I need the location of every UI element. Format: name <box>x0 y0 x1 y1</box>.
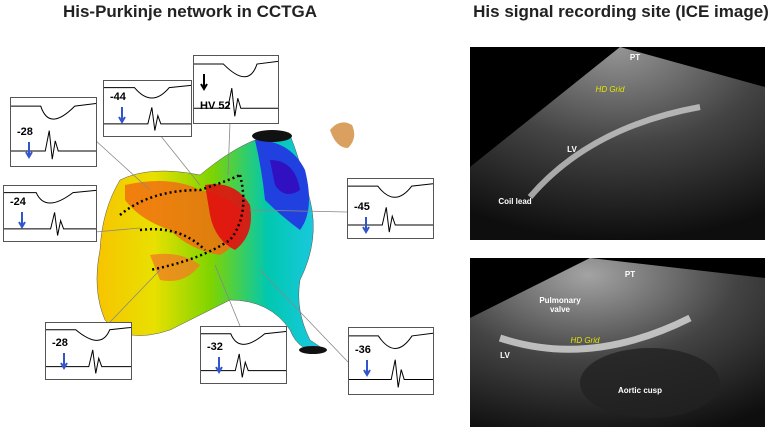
ice-label: Aortic cusp <box>617 386 662 395</box>
intracardiac-egm <box>194 88 278 117</box>
ice-label: Coil lead <box>498 197 532 206</box>
egm-trace <box>4 189 96 236</box>
left-title: His-Purkinje network in CCTGA <box>62 2 318 21</box>
egm-label: -24 <box>10 196 26 208</box>
ice-label: PT <box>629 53 641 62</box>
ice-label: LV <box>500 351 510 360</box>
intracardiac-egm <box>46 349 131 374</box>
arrow <box>60 353 68 370</box>
intracardiac-egm <box>201 353 286 378</box>
surface-ecg <box>194 60 278 78</box>
ice-label: HD Grid <box>570 336 600 345</box>
egm-panel: -36 <box>348 327 434 395</box>
egm-label: -28 <box>17 126 33 138</box>
egm-panel: HV 52 <box>193 55 279 124</box>
arrow <box>25 142 33 159</box>
ice-label: LV <box>567 145 577 154</box>
egm-label: -36 <box>355 344 371 356</box>
egm-trace <box>46 326 131 374</box>
ice-image: PT Pulmonary valve HD Grid LV Aortic cusp <box>470 258 765 427</box>
egm-panel: -44 <box>103 80 192 137</box>
ice-image: PT HD Grid LV Coil lead <box>470 47 765 240</box>
surface-ecg <box>349 332 433 349</box>
egm-trace <box>11 102 96 160</box>
arrow <box>362 217 370 234</box>
egm-panel: -28 <box>45 322 132 380</box>
activation-map <box>94 121 355 363</box>
intracardiac-egm <box>348 207 433 233</box>
egm-label: -32 <box>207 341 223 353</box>
surface-ecg <box>348 183 433 198</box>
egm-trace <box>201 330 286 378</box>
egm-trace <box>194 60 278 117</box>
egm-panel: -24 <box>3 185 97 242</box>
egm-trace <box>104 84 191 131</box>
ice-texture <box>470 258 765 427</box>
surface-ecg <box>4 189 96 204</box>
ice-label: PT <box>624 270 636 279</box>
egm-label: HV 52 <box>200 100 231 112</box>
egm-label: -28 <box>52 337 68 349</box>
surface-ecg <box>201 330 286 345</box>
intracardiac-egm <box>11 130 96 160</box>
egm-panel: -45 <box>347 178 434 239</box>
egm-label: -44 <box>110 91 126 103</box>
intracardiac-egm <box>4 212 96 236</box>
ice-texture <box>470 47 765 240</box>
arrow <box>215 357 223 374</box>
egm-panel: -28 <box>10 97 97 167</box>
ice-label: HD Grid <box>595 85 625 94</box>
egm-label: -45 <box>354 201 370 213</box>
arrow <box>200 74 208 91</box>
surface-ecg <box>46 326 131 341</box>
right-title: His signal recording site (ICE image) <box>473 2 769 21</box>
egm-trace <box>349 332 433 388</box>
arrow <box>118 107 126 124</box>
arrow <box>18 212 26 229</box>
intracardiac-egm <box>349 359 433 388</box>
egm-trace <box>348 183 433 234</box>
egm-panel: -32 <box>200 326 287 384</box>
surface-ecg <box>11 102 96 120</box>
surface-ecg <box>104 84 191 99</box>
ice-label: Pulmonary valve <box>539 296 581 314</box>
intracardiac-egm <box>104 107 191 131</box>
arrow <box>363 360 371 377</box>
